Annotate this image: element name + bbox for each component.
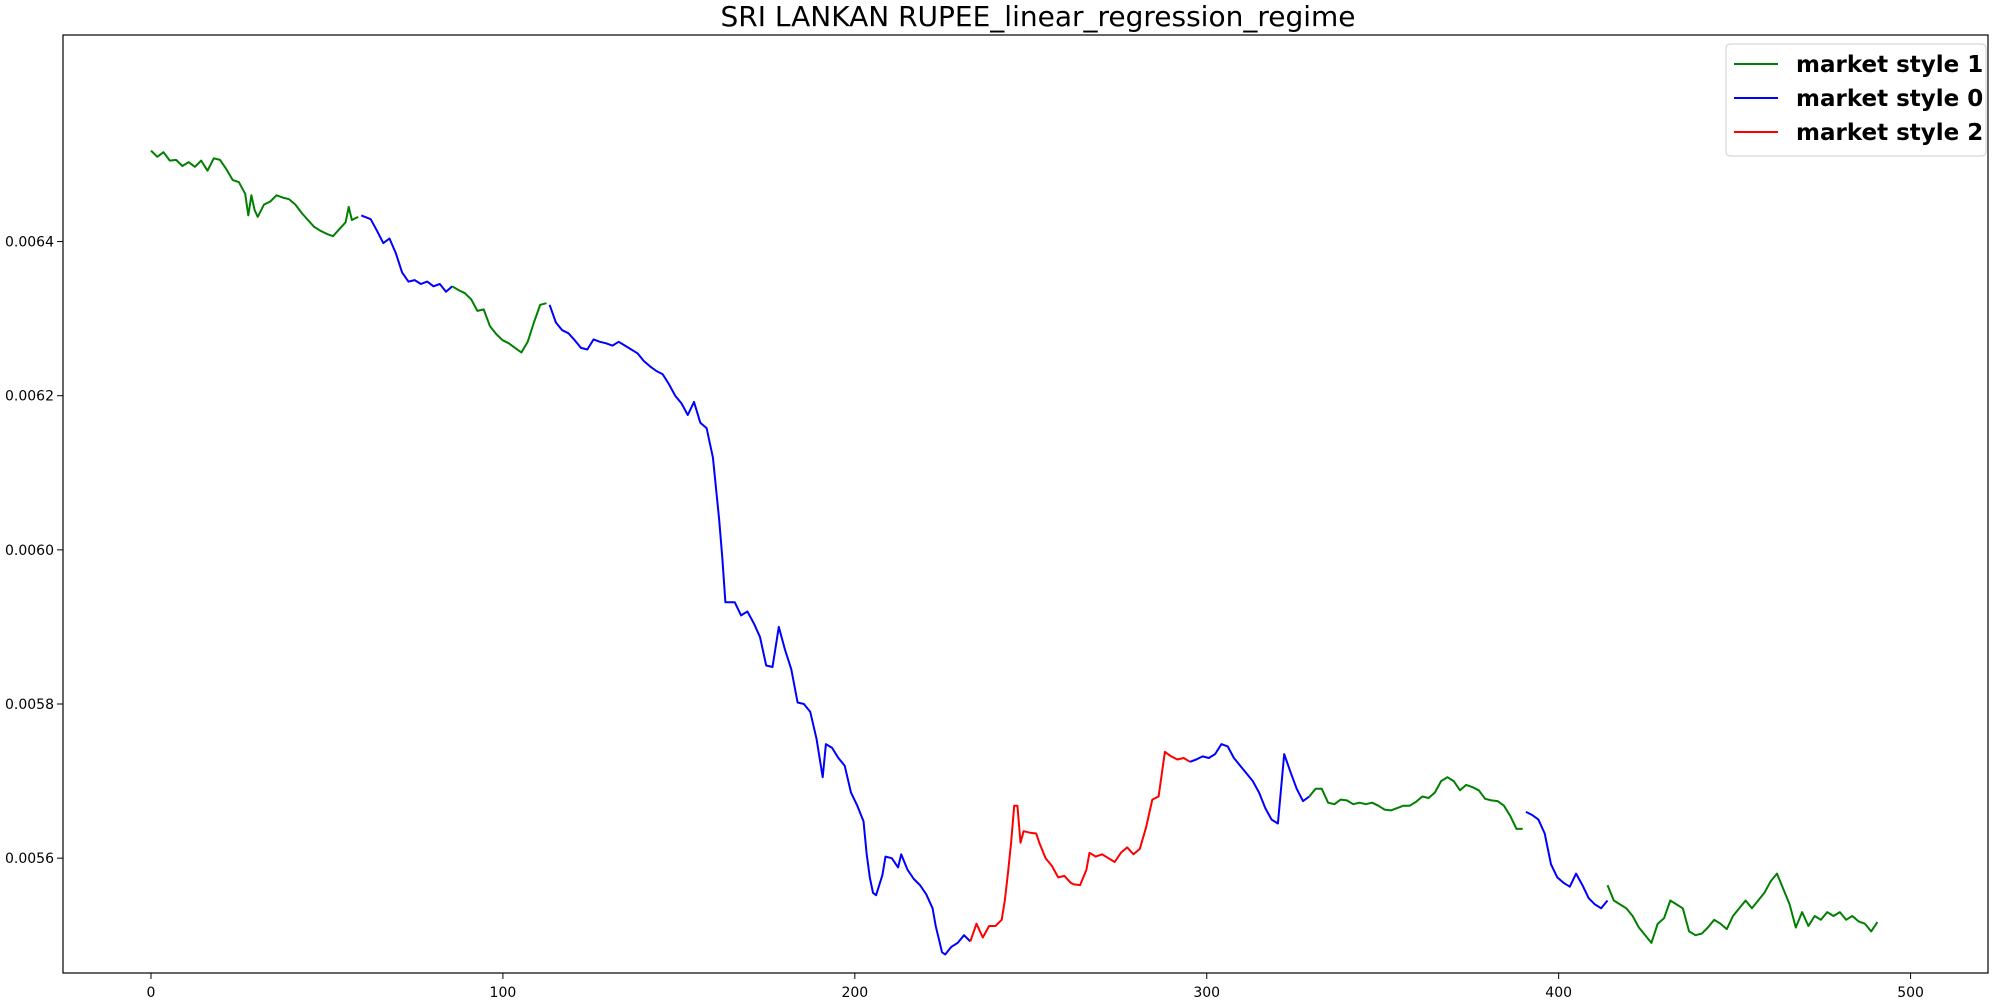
legend-box (1725, 43, 1987, 157)
chart-title: SRI LANKAN RUPEE_linear_regression_regim… (720, 0, 1355, 33)
legend-label: market style 0 (1796, 86, 1983, 112)
x-tick-label: 300 (1193, 985, 1220, 1000)
series-segment-7 (1525, 811, 1609, 910)
x-tick-label: 0 (147, 985, 156, 1000)
y-tick-label: 0.0060 (5, 543, 54, 559)
y-axis: 0.0056 0.0058 0.0060 0.0062 0.0064 (5, 235, 63, 867)
x-tick-label: 200 (841, 985, 868, 1000)
series-segment-5 (1189, 743, 1310, 825)
series-segment-3 (548, 304, 972, 956)
series-layer (150, 149, 1879, 956)
series-segment-8 (1606, 872, 1879, 944)
plot-area-frame (62, 34, 1989, 974)
series-segment-1 (360, 214, 453, 293)
series-segment-2 (451, 285, 547, 354)
x-tick-label: 100 (490, 985, 517, 1000)
y-tick-label: 0.0056 (5, 851, 54, 867)
legend: market style 1 market style 0 market style… (1725, 43, 1987, 157)
x-axis: 0 100 200 300 400 500 (147, 973, 1924, 1000)
x-tick-label: 500 (1897, 985, 1924, 1000)
series-segment-4 (969, 750, 1191, 942)
series-segment-0 (150, 149, 359, 238)
y-tick-label: 0.0058 (5, 697, 54, 713)
legend-label: market style 2 (1796, 120, 1983, 146)
y-tick-label: 0.0064 (5, 235, 54, 251)
series-segment-6 (1308, 776, 1523, 830)
legend-label: market style 1 (1796, 52, 1983, 78)
y-tick-label: 0.0062 (5, 389, 54, 405)
x-tick-label: 400 (1545, 985, 1572, 1000)
